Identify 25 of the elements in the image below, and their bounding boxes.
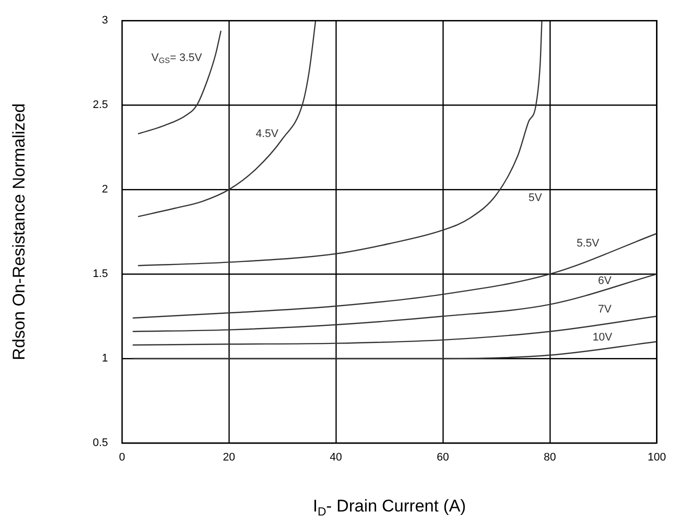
line-series [132, 232, 657, 319]
text: 5V [528, 192, 543, 204]
x-tick-label: 0 [118, 452, 126, 464]
x-tick-label: 100 [648, 452, 666, 464]
x-tick-label: 60 [436, 452, 450, 464]
line-series [132, 273, 657, 332]
line-series [137, 20, 316, 218]
y-tick-label: 0.5 [92, 437, 108, 450]
series-label: 5.5V [576, 238, 600, 250]
y-axis-title: Rdson On-Resistance Normalized [10, 103, 29, 360]
line-series [137, 20, 542, 266]
y-tick-label: 3 [102, 14, 108, 27]
series-label: 7V [598, 304, 612, 316]
series-label: 4.5V [256, 128, 279, 140]
series-label: 6V [598, 274, 612, 287]
y-tick-label: 2 [102, 184, 108, 196]
line-series [137, 30, 222, 134]
x-tick-label: 20 [222, 452, 236, 464]
x-tick-label: 80 [544, 452, 556, 464]
x-tick-label: 40 [330, 452, 342, 464]
y-tick-label: 1 [102, 352, 108, 365]
y-tick-label: 1.5 [92, 268, 108, 280]
series-label: 10V [592, 331, 613, 344]
y-tick-label: 2.5 [92, 99, 108, 112]
line-series [132, 316, 657, 346]
